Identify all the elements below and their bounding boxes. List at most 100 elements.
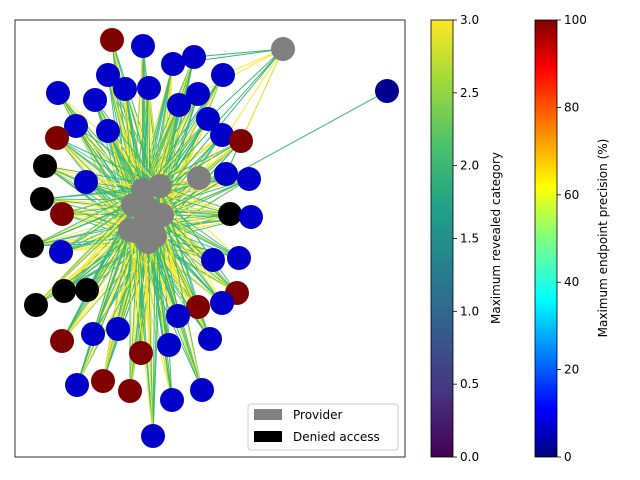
endpoint-node bbox=[237, 167, 261, 191]
colorbar-tick-label: 100 bbox=[564, 13, 587, 27]
endpoint-node bbox=[81, 322, 105, 346]
network-edge bbox=[159, 48, 284, 187]
network-edge bbox=[56, 137, 134, 206]
network-edge bbox=[159, 185, 238, 294]
network-edge bbox=[152, 235, 156, 437]
colorbar-tick-label: 80 bbox=[564, 100, 579, 114]
denied-access-node bbox=[33, 154, 57, 178]
colorbar-category: 0.0 0.5 1.0 1.5 2.0 2.5 3.0 Maximum revealed c… bbox=[430, 13, 503, 464]
legend: Provider Denied access bbox=[247, 403, 399, 451]
network-edge bbox=[161, 214, 223, 304]
network-edge bbox=[193, 48, 284, 58]
provider-node bbox=[187, 166, 211, 190]
network-edge bbox=[56, 137, 161, 187]
network-edge bbox=[147, 241, 154, 437]
colorbar-tick-label: 2.0 bbox=[460, 159, 479, 173]
endpoint-node bbox=[49, 240, 73, 264]
network-edge bbox=[159, 90, 388, 216]
endpoint-node bbox=[131, 34, 155, 58]
colorbar-category-label: Maximum revealed category bbox=[489, 152, 503, 324]
endpoint-node bbox=[65, 373, 89, 397]
provider-node bbox=[118, 218, 142, 242]
endpoint-node bbox=[167, 93, 191, 117]
network-edge bbox=[142, 189, 240, 259]
colorbar-precision-bar bbox=[534, 19, 558, 458]
provider-node bbox=[130, 188, 154, 212]
network-edge bbox=[137, 231, 154, 437]
network-edge bbox=[76, 231, 139, 386]
provider-node bbox=[136, 230, 160, 254]
legend-label-denied: Denied access bbox=[293, 430, 380, 444]
network-edge bbox=[161, 214, 173, 401]
endpoint-node bbox=[91, 369, 115, 393]
endpoint-node bbox=[141, 424, 165, 448]
endpoint-node bbox=[229, 129, 253, 153]
provider-node bbox=[271, 37, 295, 61]
network-edge bbox=[240, 48, 284, 142]
denied-access-node bbox=[24, 293, 48, 317]
network-edge bbox=[159, 185, 240, 259]
legend-box bbox=[247, 403, 399, 451]
endpoint-node bbox=[96, 119, 120, 143]
colorbar-tick-label: 60 bbox=[564, 188, 579, 202]
endpoint-node bbox=[137, 76, 161, 100]
endpoint-node bbox=[210, 123, 234, 147]
endpoint-node bbox=[201, 248, 225, 272]
network-edge bbox=[161, 214, 238, 294]
colorbar-precision-label: Maximum endpoint precision (%) bbox=[596, 139, 610, 338]
endpoint-node bbox=[46, 81, 70, 105]
network-edge bbox=[198, 48, 284, 179]
endpoint-node bbox=[83, 88, 107, 112]
endpoint-node bbox=[45, 126, 69, 150]
colorbar-tick-label: 0.5 bbox=[460, 377, 479, 391]
legend-swatch-denied bbox=[254, 431, 282, 442]
endpoint-node bbox=[96, 63, 120, 87]
colorbar-tick-label: 1.0 bbox=[460, 304, 479, 318]
endpoint-node bbox=[157, 333, 181, 357]
endpoint-node bbox=[50, 329, 74, 353]
endpoint-node bbox=[186, 82, 210, 106]
network-edge bbox=[207, 48, 284, 120]
colorbar-tick-label: 40 bbox=[564, 275, 579, 289]
endpoint-node bbox=[113, 77, 137, 101]
network-edge bbox=[94, 99, 161, 187]
network-edge bbox=[159, 185, 223, 304]
endpoint-node bbox=[211, 63, 235, 87]
colorbar-tick-label: 0.0 bbox=[460, 450, 479, 464]
endpoint-node bbox=[64, 114, 88, 138]
endpoint-node bbox=[166, 304, 190, 328]
endpoint-node bbox=[375, 79, 399, 103]
endpoint-node bbox=[106, 317, 130, 341]
node-layer bbox=[20, 28, 399, 448]
endpoint-node bbox=[160, 388, 184, 412]
endpoint-node bbox=[186, 295, 210, 319]
endpoint-node bbox=[196, 107, 220, 131]
denied-access-node bbox=[218, 202, 242, 226]
endpoint-node bbox=[198, 327, 222, 351]
colorbar-category-ticks: 0.0 0.5 1.0 1.5 2.0 2.5 3.0 bbox=[453, 13, 479, 464]
endpoint-node bbox=[50, 202, 74, 226]
endpoint-node bbox=[129, 341, 153, 365]
network-edge bbox=[57, 92, 143, 201]
endpoint-node bbox=[210, 291, 234, 315]
provider-node bbox=[148, 174, 172, 198]
endpoint-node bbox=[214, 162, 238, 186]
endpoint-node bbox=[182, 45, 206, 69]
denied-access-node bbox=[52, 279, 76, 303]
colorbar-tick-label: 3.0 bbox=[460, 13, 479, 27]
colorbar-precision: 0 20 40 60 80 100 Maximum endpoint precision … bbox=[534, 13, 610, 464]
endpoint-node bbox=[161, 52, 185, 76]
colorbar-tick-label: 20 bbox=[564, 363, 579, 377]
endpoint-node bbox=[190, 378, 214, 402]
endpoint-node bbox=[74, 170, 98, 194]
denied-access-node bbox=[30, 187, 54, 211]
network-edge bbox=[129, 229, 154, 437]
endpoint-node bbox=[100, 28, 124, 52]
endpoint-node bbox=[239, 205, 263, 229]
colorbar-tick-label: 2.5 bbox=[460, 86, 479, 100]
endpoint-node bbox=[118, 379, 142, 403]
colorbar-category-bar bbox=[430, 19, 454, 458]
network-edge bbox=[161, 214, 203, 391]
legend-label-provider: Provider bbox=[293, 408, 342, 422]
